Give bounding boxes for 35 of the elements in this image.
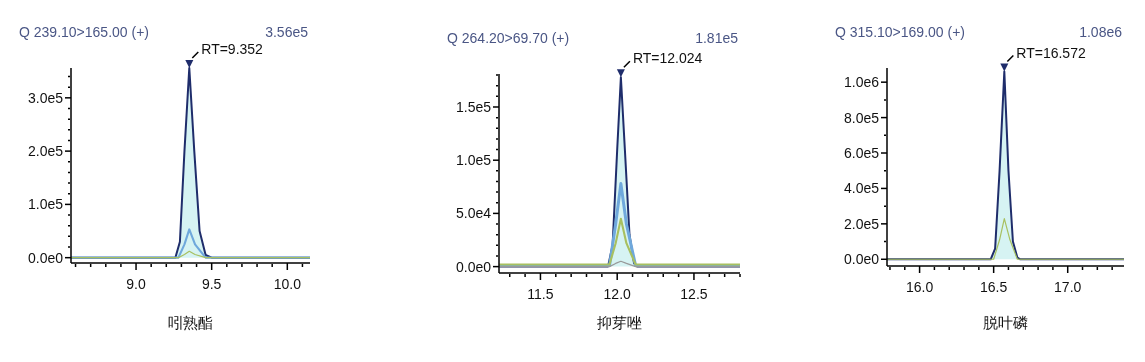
y-tick-label: 0.0e0 bbox=[27, 249, 64, 266]
x-tick-label: 11.5 bbox=[527, 286, 554, 302]
y-tick-label: 1.0e5 bbox=[27, 196, 64, 213]
x-tick-label: 10.0 bbox=[273, 276, 302, 292]
chart-title: Q 315.10>169.00 (+) bbox=[835, 24, 965, 40]
text: 3.56e5 bbox=[265, 24, 309, 40]
y-tick-label: 1.0e6 bbox=[843, 74, 880, 91]
annotation: RT=9.352 bbox=[201, 41, 264, 57]
annotation: RT=16.572 bbox=[1016, 44, 1086, 61]
x-tick-label: 16.0 bbox=[905, 279, 934, 295]
x-tick-label: 12.5 bbox=[680, 286, 708, 302]
y-tick-label: 1.5e5 bbox=[455, 98, 492, 115]
x-axis-title: 吲熟酯 bbox=[168, 314, 213, 331]
y-tick-label: 4.0e5 bbox=[843, 180, 880, 197]
x-axis-title: 脱叶磷 bbox=[983, 314, 1028, 331]
y-tick-label: 3.0e5 bbox=[27, 89, 64, 106]
y-tick-label: 1.0e5 bbox=[455, 152, 492, 169]
x-tick-label: 16.5 bbox=[980, 279, 1008, 295]
y-tick-label: 0.0e0 bbox=[843, 251, 880, 268]
y-tick-label: 2.0e5 bbox=[843, 215, 880, 232]
x-tick-label: 9.0 bbox=[126, 276, 146, 292]
x-axis-title: 抑芽唑 bbox=[597, 314, 642, 331]
chart-title: Q 239.10>165.00 (+) bbox=[19, 24, 149, 40]
x-tick-label: 17.0 bbox=[1054, 279, 1082, 295]
annotation: RT=12.024 bbox=[632, 50, 703, 67]
x-tick-label: 9.5 bbox=[201, 276, 222, 292]
y-tick-label: 6.0e5 bbox=[843, 145, 880, 162]
text: 1.81e5 bbox=[695, 30, 739, 46]
y-tick-label: 0.0e0 bbox=[455, 258, 492, 275]
chart-title: Q 264.20>69.70 (+) bbox=[447, 30, 570, 46]
y-tick-label: 5.0e4 bbox=[455, 205, 492, 222]
y-tick-label: 2.0e5 bbox=[27, 143, 64, 160]
x-tick-label: 12.0 bbox=[603, 286, 632, 302]
y-tick-label: 8.0e5 bbox=[843, 109, 880, 126]
text: 1.08e6 bbox=[1079, 24, 1123, 40]
